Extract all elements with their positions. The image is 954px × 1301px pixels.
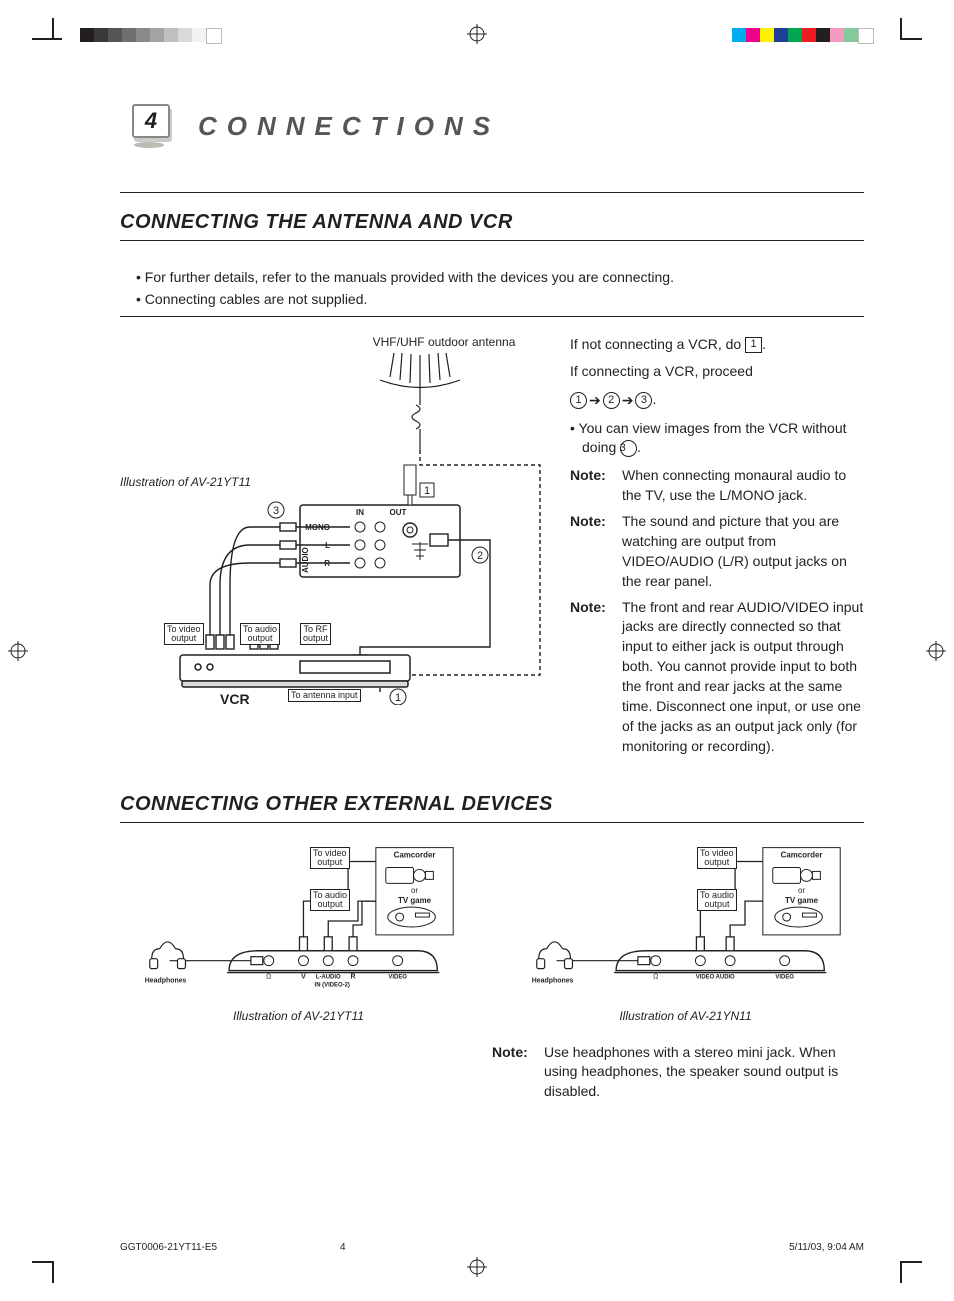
note-row: Note: The front and rear AUDIO/VIDEO inp…	[570, 598, 864, 757]
instruction-sequence: 1➔2➔3.	[570, 390, 864, 410]
divider	[120, 192, 864, 193]
note-body: When connecting monaural audio to the TV…	[622, 466, 864, 506]
svg-text:or: or	[411, 886, 418, 895]
label-to-audio-output: To audiooutput	[697, 889, 737, 912]
svg-text:TV game: TV game	[398, 896, 432, 905]
svg-text:VIDEO AUDIO: VIDEO AUDIO	[696, 974, 735, 980]
instruction-line: If connecting a VCR, proceed	[570, 362, 864, 382]
instructions-column: If not connecting a VCR, do 1. If connec…	[570, 335, 864, 763]
svg-text:VIDEO: VIDEO	[775, 974, 794, 980]
instruction-bullet: • You can view images from the VCR witho…	[570, 419, 864, 459]
chapter-number: 4	[132, 104, 170, 138]
chapter-title: CONNECTIONS	[198, 111, 500, 142]
headphone-note: Note: Use headphones with a stereo mini …	[492, 1043, 864, 1103]
svg-text:Ω: Ω	[653, 973, 658, 980]
vcr-label: VCR	[220, 691, 250, 707]
svg-text:L-AUDIO: L-AUDIO	[316, 974, 341, 980]
doc-id: GGT0006-21YT11-E5	[120, 1242, 217, 1253]
svg-text:3: 3	[273, 505, 279, 517]
grayscale-bar	[80, 28, 222, 42]
note-label: Note:	[570, 466, 622, 506]
svg-text:IN: IN	[356, 508, 364, 517]
svg-text:IN (VIDEO-2): IN (VIDEO-2)	[315, 982, 350, 988]
antenna-vcr-diagram: VHF/UHF outdoor antenna Illustration of …	[120, 335, 550, 763]
note-row: Note: The sound and picture that you are…	[570, 512, 864, 592]
divider	[120, 316, 864, 317]
svg-text:R: R	[351, 973, 356, 980]
svg-text:VIDEO: VIDEO	[388, 974, 407, 980]
illustration-caption: Illustration of AV-21YT11	[120, 1009, 477, 1023]
intro-notes: • For further details, refer to the manu…	[120, 259, 864, 314]
page-number: 4	[340, 1242, 346, 1253]
section-heading-external-devices: CONNECTING OTHER EXTERNAL DEVICES	[120, 793, 864, 816]
svg-text:V: V	[301, 973, 306, 980]
cmyk-bar	[732, 28, 874, 42]
note-label: Note:	[570, 512, 622, 592]
svg-text:AUDIO: AUDIO	[301, 547, 310, 573]
note-body: The front and rear AUDIO/VIDEO input jac…	[622, 598, 864, 757]
intro-bullet: Connecting cables are not supplied.	[145, 291, 368, 307]
svg-text:1: 1	[395, 692, 401, 704]
label-to-video-output: To videooutput	[164, 623, 204, 646]
registration-mark	[467, 1257, 487, 1277]
label-to-rf-output: To RFoutput	[300, 623, 331, 646]
crop-mark	[32, 1261, 54, 1283]
svg-text:Camcorder: Camcorder	[394, 850, 436, 859]
chapter-icon: 4	[120, 100, 180, 152]
registration-mark	[8, 641, 28, 661]
label-to-antenna-input: To antenna input	[288, 689, 361, 702]
registration-mark	[926, 641, 946, 661]
label-to-audio-output: To audiooutput	[240, 623, 280, 646]
svg-text:Camcorder: Camcorder	[781, 850, 823, 859]
registration-mark	[467, 24, 487, 44]
svg-text:or: or	[798, 886, 805, 895]
instruction-line: If not connecting a VCR, do 1.	[570, 335, 864, 355]
svg-text:1: 1	[424, 485, 430, 497]
svg-text:2: 2	[477, 550, 483, 562]
crop-mark	[900, 18, 922, 40]
label-to-video-output: To videooutput	[310, 847, 350, 870]
note-body: Use headphones with a stereo mini jack. …	[544, 1043, 864, 1103]
external-devices-diagram-right: Camcorder or TV game Ω VIDEO AUDIO	[507, 841, 864, 1023]
external-devices-diagram-left: Camcorder or TV game	[120, 841, 477, 1023]
svg-text:OUT: OUT	[390, 508, 407, 517]
svg-text:Headphones: Headphones	[145, 977, 187, 984]
divider	[120, 822, 864, 823]
note-body: The sound and picture that you are watch…	[622, 512, 864, 592]
label-to-audio-output: To audiooutput	[310, 889, 350, 912]
note-label: Note:	[492, 1043, 544, 1103]
svg-text:Ω: Ω	[266, 973, 271, 980]
page-footer: GGT0006-21YT11-E5 4 5/11/03, 9:04 AM	[120, 1242, 864, 1253]
section-heading-antenna-vcr: CONNECTING THE ANTENNA AND VCR	[120, 211, 864, 234]
timestamp: 5/11/03, 9:04 AM	[789, 1242, 864, 1253]
note-row: Note: When connecting monaural audio to …	[570, 466, 864, 506]
label-to-video-output: To videooutput	[697, 847, 737, 870]
chapter-header: 4 CONNECTIONS	[120, 100, 864, 152]
illustration-caption: Illustration of AV-21YN11	[507, 1009, 864, 1023]
note-label: Note:	[570, 598, 622, 757]
svg-text:Headphones: Headphones	[532, 977, 574, 984]
wiring-diagram-svg: IN OUT	[120, 335, 550, 705]
svg-text:TV game: TV game	[785, 896, 819, 905]
divider	[120, 240, 864, 241]
crop-mark	[46, 18, 62, 40]
intro-bullet: For further details, refer to the manual…	[145, 269, 674, 285]
crop-mark	[900, 1261, 922, 1283]
